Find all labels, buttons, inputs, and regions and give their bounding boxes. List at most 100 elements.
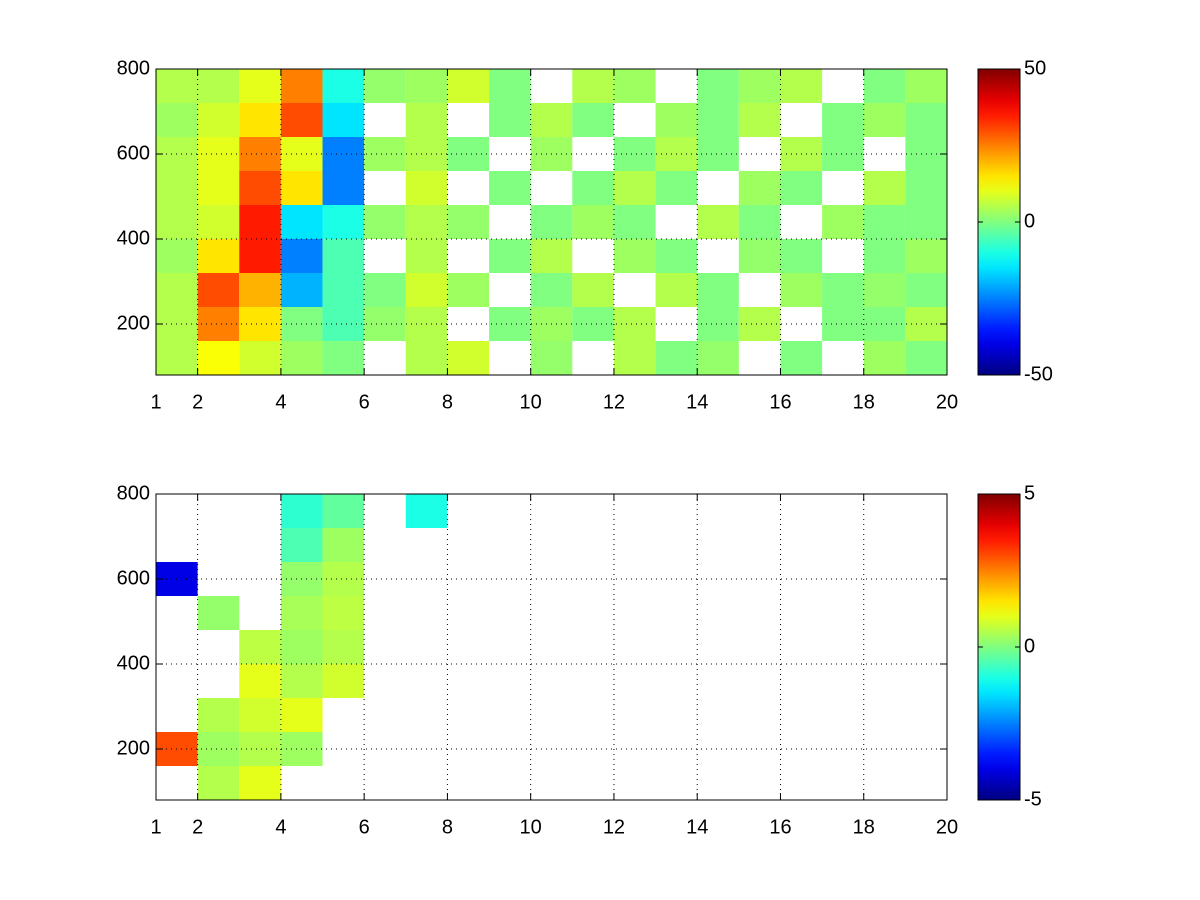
- heat-cell: [905, 103, 947, 137]
- heat-cell: [697, 69, 739, 103]
- heat-cell: [738, 69, 781, 103]
- heat-cell: [239, 171, 281, 205]
- heat-cell: [280, 273, 323, 307]
- heat-cell: [572, 103, 614, 137]
- colorbar-tick-label: 5: [1024, 482, 1035, 504]
- heat-cell: [322, 630, 365, 664]
- y-tick-label: 200: [117, 737, 150, 759]
- heat-cell: [905, 341, 947, 375]
- x-tick-label: 10: [520, 391, 542, 413]
- heat-cell: [863, 205, 906, 239]
- heat-cell: [738, 205, 781, 239]
- x-tick-label: 18: [853, 391, 875, 413]
- heat-cell: [863, 239, 906, 273]
- heat-cell: [239, 698, 281, 732]
- heat-cell: [239, 732, 281, 766]
- heat-cell: [489, 103, 531, 137]
- heat-cell: [530, 239, 573, 273]
- heat-cell: [780, 171, 823, 205]
- colorbar-tick-label: -50: [1024, 363, 1053, 385]
- heat-cell: [364, 307, 406, 341]
- heat-cell: [239, 273, 281, 307]
- heat-cell: [780, 341, 823, 375]
- x-tick-label: 16: [769, 391, 791, 413]
- heat-cell: [239, 766, 281, 800]
- y-tick-label: 800: [117, 482, 150, 504]
- heat-cell: [364, 273, 406, 307]
- heat-cell: [822, 103, 864, 137]
- colorbar-tick-label: -5: [1024, 788, 1042, 810]
- heat-cell: [530, 341, 573, 375]
- heat-cell: [655, 103, 698, 137]
- x-tick-label: 20: [936, 391, 958, 413]
- heat-cell: [655, 341, 698, 375]
- heat-cell: [322, 596, 365, 630]
- heat-cell: [405, 171, 448, 205]
- y-tick-label: 600: [117, 567, 150, 589]
- plot-frame: [155, 493, 948, 801]
- heat-cell: [780, 273, 823, 307]
- heat-cell: [239, 239, 281, 273]
- heat-cell: [613, 341, 656, 375]
- x-tick-label: 6: [359, 391, 370, 413]
- x-tick-label: 2: [192, 816, 203, 838]
- heat-cell: [156, 205, 198, 239]
- colorbar: [978, 494, 1020, 800]
- heat-cell: [197, 341, 240, 375]
- heat-cell: [197, 69, 240, 103]
- heat-cell: [197, 698, 240, 732]
- heat-cell: [364, 69, 406, 103]
- heat-cell: [655, 239, 698, 273]
- x-tick-label: 12: [603, 816, 625, 838]
- heat-cell: [447, 273, 490, 307]
- heat-cell: [613, 171, 656, 205]
- heat-cell: [863, 103, 906, 137]
- heat-cell: [239, 341, 281, 375]
- heat-cell: [655, 273, 698, 307]
- heat-cell: [156, 341, 198, 375]
- heat-cell: [197, 273, 240, 307]
- heat-cell: [572, 205, 614, 239]
- heat-cell: [156, 239, 198, 273]
- heat-cell: [613, 137, 656, 171]
- heat-cell: [405, 273, 448, 307]
- heat-cell: [322, 562, 365, 596]
- heat-cell: [905, 205, 947, 239]
- heat-cell: [697, 307, 739, 341]
- heat-cell: [447, 69, 490, 103]
- heat-cell: [572, 171, 614, 205]
- x-tick-label: 14: [686, 391, 708, 413]
- heat-cell: [280, 664, 323, 698]
- heat-cell: [280, 103, 323, 137]
- heat-cell: [489, 171, 531, 205]
- heat-cell: [322, 69, 365, 103]
- heat-cell: [405, 494, 448, 528]
- heat-cell: [530, 103, 573, 137]
- heat-cell: [572, 69, 614, 103]
- heat-cell: [322, 239, 365, 273]
- heat-cell: [572, 273, 614, 307]
- heat-cell: [405, 103, 448, 137]
- heat-cell: [322, 664, 365, 698]
- colorbar-tick-label: 0: [1024, 210, 1035, 232]
- heat-cell: [405, 205, 448, 239]
- heat-cell: [280, 341, 323, 375]
- x-tick-label: 8: [442, 391, 453, 413]
- x-tick-label: 10: [520, 816, 542, 838]
- heat-cell: [655, 171, 698, 205]
- y-tick-label: 200: [117, 312, 150, 334]
- heat-cell: [613, 239, 656, 273]
- heat-cell: [280, 596, 323, 630]
- heat-cell: [697, 137, 739, 171]
- heat-cell: [322, 171, 365, 205]
- heat-cell: [197, 307, 240, 341]
- heat-cell: [239, 205, 281, 239]
- heat-cell: [280, 69, 323, 103]
- heat-cell: [197, 596, 240, 630]
- plot-frame: [155, 68, 948, 376]
- heat-cell: [197, 239, 240, 273]
- colorbar-frame: [977, 493, 1021, 801]
- heat-cell: [197, 732, 240, 766]
- x-tick-label: 1: [150, 391, 161, 413]
- heat-cell: [447, 341, 490, 375]
